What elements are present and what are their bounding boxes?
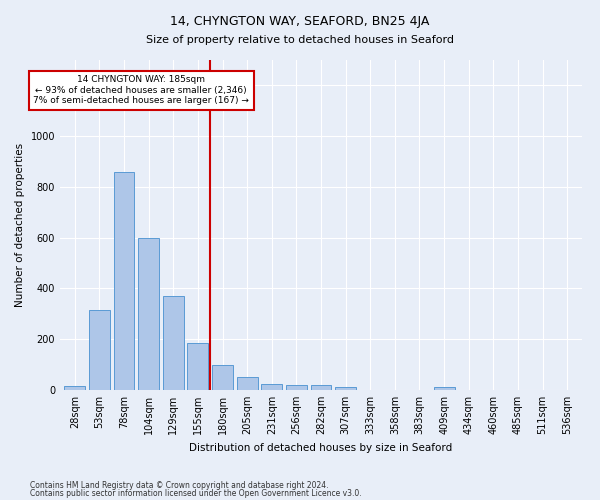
Bar: [286, 385, 307, 390]
Bar: [89, 310, 110, 390]
Bar: [64, 386, 85, 390]
Bar: [113, 172, 134, 390]
Bar: [236, 378, 257, 390]
Bar: [163, 296, 184, 390]
Bar: [311, 385, 331, 390]
Bar: [138, 238, 159, 390]
Text: 14, CHYNGTON WAY, SEAFORD, BN25 4JA: 14, CHYNGTON WAY, SEAFORD, BN25 4JA: [170, 15, 430, 28]
Bar: [261, 384, 282, 390]
Bar: [434, 388, 455, 390]
Text: Contains HM Land Registry data © Crown copyright and database right 2024.: Contains HM Land Registry data © Crown c…: [30, 480, 329, 490]
Y-axis label: Number of detached properties: Number of detached properties: [15, 143, 25, 307]
Text: 14 CHYNGTON WAY: 185sqm
← 93% of detached houses are smaller (2,346)
7% of semi-: 14 CHYNGTON WAY: 185sqm ← 93% of detache…: [34, 75, 249, 105]
Text: Size of property relative to detached houses in Seaford: Size of property relative to detached ho…: [146, 35, 454, 45]
X-axis label: Distribution of detached houses by size in Seaford: Distribution of detached houses by size …: [190, 442, 452, 452]
Bar: [335, 388, 356, 390]
Text: Contains public sector information licensed under the Open Government Licence v3: Contains public sector information licen…: [30, 489, 362, 498]
Bar: [212, 364, 233, 390]
Bar: [187, 343, 208, 390]
